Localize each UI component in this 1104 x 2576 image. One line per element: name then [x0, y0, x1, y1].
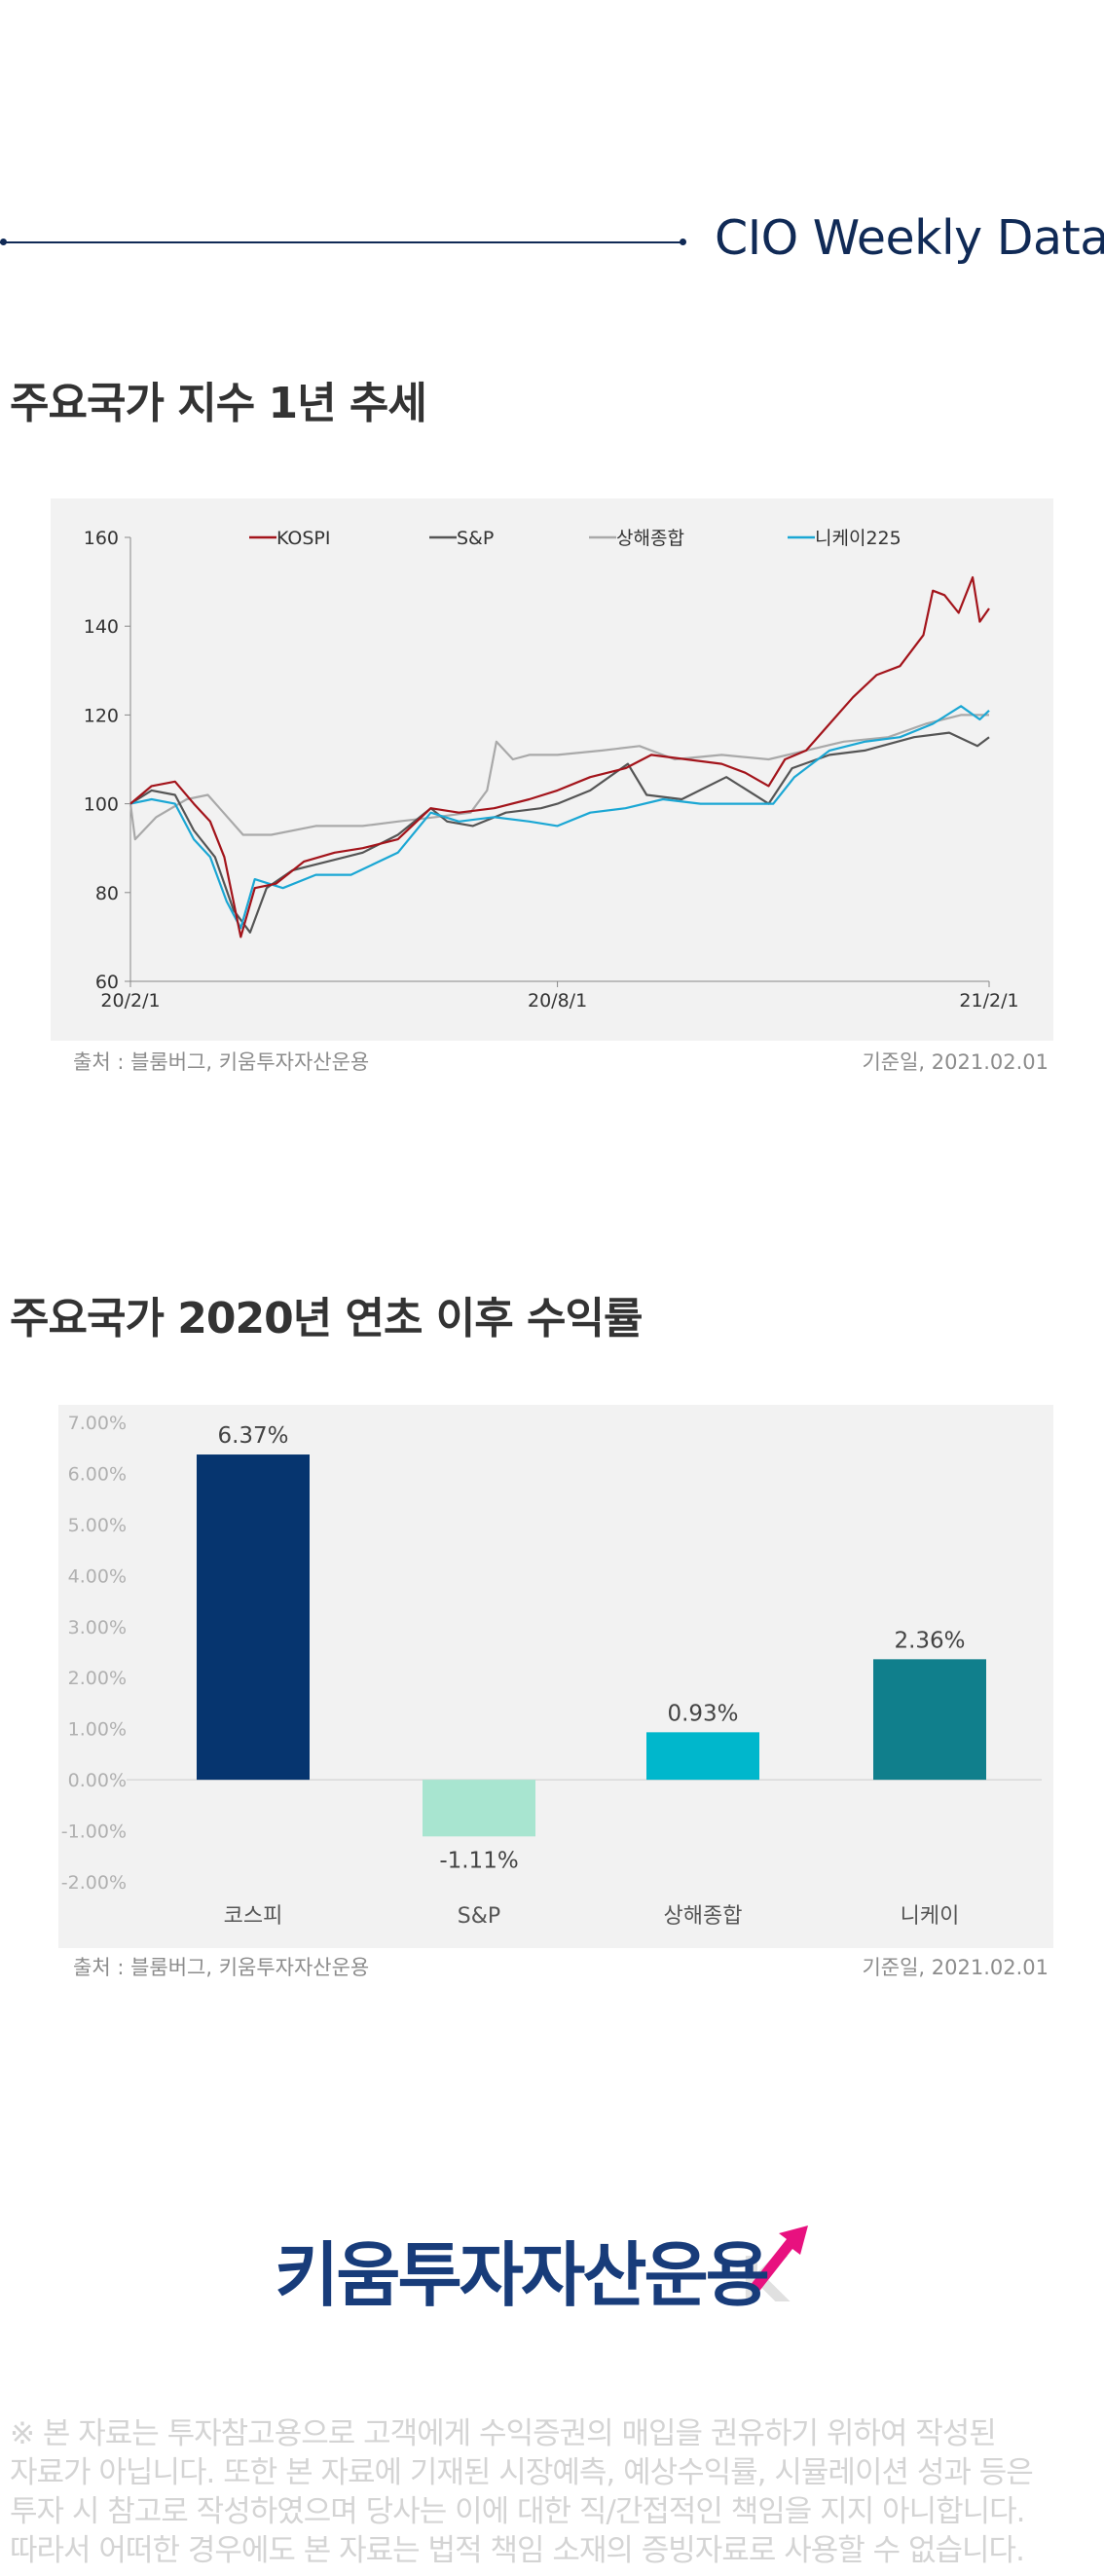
y-tick-label: 80 [95, 883, 119, 904]
series-line [129, 575, 990, 938]
section-title-index-trend: 주요국가 지수 1년 추세 [10, 379, 427, 428]
category-label: 코스피 [224, 1904, 283, 1929]
section-title-ytd-return: 주요국가 2020년 연초 이후 수익률 [10, 1294, 643, 1343]
y-tick-label: 160 [84, 528, 119, 549]
data-label: -1.11% [439, 1848, 518, 1873]
bar-chart: -2.00% -1.00% 0.00% 1.00% 2.00% 3.00% 4.00% 5.0… [61, 1413, 1042, 1929]
legend-label: KOSPI [276, 528, 331, 549]
line-chart-panel: 60 80 100 120 140 160 20/2/1 20/8/1 21/2/1 KOSPI S… [51, 498, 1053, 1041]
header-divider-line [0, 241, 683, 243]
data-label: 6.37% [217, 1423, 288, 1449]
header-title: CIO Weekly Data [715, 210, 1104, 266]
bar-chart-panel: -2.00% -1.00% 0.00% 1.00% 2.00% 3.00% 4.00% 5.0… [58, 1405, 1053, 1948]
bar-chart-date: 기준일, 2021.02.01 [862, 1956, 1049, 1979]
y-tick-label: 100 [84, 794, 119, 816]
bar [423, 1780, 535, 1837]
line-chart-date: 기준일, 2021.02.01 [862, 1050, 1049, 1074]
y-tick-label: -2.00% [61, 1872, 127, 1894]
company-logo: K 키움투자자산운용 [275, 2210, 810, 2316]
y-tick-label: 120 [84, 705, 119, 726]
disclaimer: ※ 본 자료는 투자참고용으로 고객에게 수익증권의 매입을 권유하기 위하여 … [10, 2414, 1100, 2570]
data-label: 2.36% [894, 1628, 965, 1653]
category-label: 상해종합 [664, 1904, 743, 1929]
x-tick-label: 20/2/1 [100, 990, 160, 1012]
y-tick-label: 2.00% [68, 1668, 127, 1689]
bar-chart-source: 출처 : 블룸버그, 키움투자자산운용 [73, 1956, 370, 1979]
disclaimer-line: 자료가 아닙니다. 또한 본 자료에 기재된 시장예측, 예상수익률, 시뮬레이… [10, 2455, 1034, 2490]
legend-label: 상해종합 [616, 528, 684, 549]
bar [197, 1454, 310, 1781]
y-tick-label: 5.00% [68, 1515, 127, 1536]
category-label: S&P [458, 1904, 500, 1929]
y-tick-label: 3.00% [68, 1617, 127, 1638]
x-tick-label: 21/2/1 [959, 990, 1018, 1012]
series-line [129, 705, 990, 930]
x-tick-label: 20/8/1 [528, 990, 587, 1012]
y-tick-label: 60 [95, 972, 119, 993]
header-left-dot [0, 239, 7, 245]
line-chart: 60 80 100 120 140 160 20/2/1 20/8/1 21/2/1 KOSPI S… [84, 528, 1019, 1012]
disclaimer-line: 따라서 어떠한 경우에도 본 자료는 법적 책임 소재의 증빙자료로 사용할 수… [10, 2533, 1025, 2568]
series-line [129, 714, 989, 841]
logo-text: 키움투자자산운용 [275, 2234, 770, 2316]
series-line [129, 731, 990, 934]
disclaimer-line: ※ 본 자료는 투자참고용으로 고객에게 수익증권의 매입을 권유하기 위하여 … [10, 2416, 997, 2451]
y-tick-label: 7.00% [68, 1413, 127, 1434]
y-tick-label: 1.00% [68, 1719, 127, 1741]
bar [646, 1732, 759, 1781]
line-chart-source: 출처 : 블룸버그, 키움투자자산운용 [73, 1050, 370, 1074]
logo-arrow-icon: K [740, 2226, 808, 2305]
data-label: 0.93% [667, 1701, 738, 1726]
category-label: 니케이 [901, 1904, 960, 1929]
bar [873, 1659, 986, 1781]
disclaimer-line: 투자 시 참고로 작성하였으며 당사는 이에 대한 직/간접적인 책임을 지지 … [10, 2494, 1026, 2529]
y-tick-label: 6.00% [68, 1463, 127, 1485]
legend-label: S&P [457, 528, 494, 549]
legend-label: 니케이225 [815, 528, 902, 549]
y-tick-label: 4.00% [68, 1565, 127, 1587]
y-tick-label: 140 [84, 616, 119, 638]
y-tick-label: 0.00% [68, 1770, 127, 1791]
y-tick-label: -1.00% [61, 1822, 127, 1843]
header-right-dot [680, 239, 686, 245]
